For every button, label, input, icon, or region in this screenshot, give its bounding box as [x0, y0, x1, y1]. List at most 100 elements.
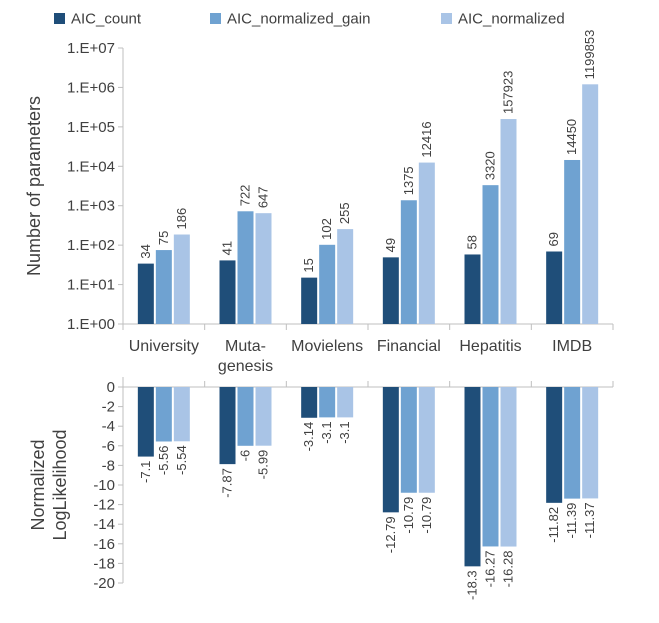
- top-bar-aic-count: [301, 277, 318, 324]
- bottom-y-tick-label: -18: [93, 555, 115, 572]
- top-data-label: 49: [383, 238, 398, 252]
- top-bar-aic-normalized: [255, 213, 272, 324]
- top-x-tick-label: IMDB: [552, 338, 592, 355]
- bottom-data-label: -5.54: [174, 445, 189, 475]
- legend-swatch-aic-normalized-gain: [210, 13, 221, 24]
- bottom-data-label: -7.1: [138, 461, 153, 483]
- bottom-y-tick-label: -16: [93, 536, 115, 553]
- top-x-tick-label-line: Hepatitis: [459, 338, 521, 355]
- top-x-tick-label-line: IMDB: [552, 338, 592, 355]
- top-x-tick-label: Movielens: [291, 338, 363, 355]
- legend-label-aic-normalized: AIC_normalized: [458, 11, 565, 28]
- top-data-label: 3320: [483, 151, 498, 180]
- top-bar-aic-count: [464, 254, 481, 324]
- bottom-y-tick-label: -20: [93, 575, 115, 592]
- legend-swatch-aic-count: [54, 13, 65, 24]
- bottom-bar-aic-count: [137, 387, 154, 457]
- top-bar-aic-normalized: [582, 84, 599, 325]
- top-bar-aic-normalized-gain: [564, 159, 581, 324]
- bottom-data-label: -11.82: [546, 507, 561, 543]
- bottom-data-label: -18.3: [465, 570, 480, 600]
- top-data-label: 41: [220, 241, 235, 255]
- top-data-label: 102: [319, 218, 334, 240]
- top-bar-aic-normalized-gain: [155, 250, 172, 324]
- bottom-data-label: -7.87: [220, 468, 235, 498]
- top-x-tick-label-line: Movielens: [291, 338, 363, 355]
- top-bar-aic-normalized: [173, 234, 190, 324]
- legend-label-aic-normalized-gain: AIC_normalized_gain: [227, 11, 370, 28]
- top-bar-aic-normalized-gain: [482, 185, 499, 324]
- top-bar-aic-normalized: [500, 119, 517, 325]
- bottom-y-tick-label: -6: [102, 438, 115, 455]
- top-bar-aic-normalized: [337, 229, 354, 324]
- bottom-bar-aic-normalized: [255, 387, 272, 446]
- top-y-tick-label: 1.E+05: [67, 119, 115, 136]
- bottom-bar-aic-normalized-gain: [155, 387, 172, 442]
- bottom-data-label: -16.27: [483, 550, 498, 587]
- bottom-y-tick-label: -2: [102, 399, 115, 416]
- top-y-tick-label: 1.E+02: [67, 237, 115, 254]
- top-y-tick-label: 1.E+03: [67, 198, 115, 215]
- bottom-y-tick-label: -12: [93, 497, 115, 514]
- top-bar-aic-count: [546, 251, 563, 324]
- top-x-tick-label-line: Muta-: [225, 338, 266, 355]
- top-y-tick-label: 1.E+06: [67, 79, 115, 96]
- bottom-y-tick-label: -4: [102, 418, 115, 435]
- bottom-data-label: -6: [238, 450, 253, 462]
- top-bar-aic-normalized-gain: [400, 200, 417, 324]
- top-x-tick-label-line: Financial: [377, 338, 441, 355]
- top-x-tick-label: Hepatitis: [459, 338, 521, 355]
- bottom-data-label: -10.79: [401, 497, 416, 534]
- bottom-bar-aic-count: [382, 387, 399, 513]
- bottom-data-label: -3.1: [337, 421, 352, 443]
- bottom-data-label: -5.56: [156, 445, 171, 475]
- bottom-y-tick-label: 0: [107, 379, 115, 396]
- bottom-bar-aic-normalized: [337, 387, 354, 418]
- top-data-label: 12416: [419, 121, 434, 157]
- bottom-y-axis-title-line: LogLikelihood: [50, 429, 70, 540]
- top-y-tick-label: 1.E+07: [67, 40, 115, 57]
- bottom-data-label: -11.37: [582, 502, 597, 538]
- top-data-label: 186: [174, 208, 189, 230]
- bottom-data-label: -3.14: [301, 422, 316, 452]
- bottom-data-label: -3.1: [319, 421, 334, 443]
- top-bar-aic-count: [382, 257, 399, 324]
- bottom-data-label: -5.99: [256, 450, 271, 480]
- legend-swatch-aic-normalized: [441, 13, 452, 24]
- top-data-label: 58: [465, 235, 480, 249]
- top-x-tick-label: Muta-genesis: [218, 338, 273, 375]
- top-x-tick-label: University: [129, 338, 199, 355]
- bottom-bar-aic-normalized: [500, 387, 517, 547]
- bottom-data-label: -10.79: [419, 497, 434, 534]
- top-bar-aic-normalized: [418, 162, 435, 324]
- top-y-tick-label: 1.E+04: [67, 158, 115, 175]
- top-x-tick-label: Financial: [377, 338, 441, 355]
- top-data-label: 1375: [401, 166, 416, 195]
- top-data-label: 255: [337, 202, 352, 224]
- top-data-label: 1199853: [582, 30, 597, 80]
- top-x-tick-label-line: University: [129, 338, 199, 355]
- top-x-tick-label-line: genesis: [218, 358, 273, 375]
- top-data-label: 157923: [501, 71, 516, 114]
- bottom-bar-aic-count: [219, 387, 236, 465]
- bottom-data-label: -16.28: [501, 551, 516, 588]
- bottom-bar-aic-normalized-gain: [319, 387, 336, 418]
- bottom-y-tick-label: -10: [93, 477, 115, 494]
- top-bar-aic-count: [137, 263, 154, 324]
- bottom-bar-aic-count: [464, 387, 481, 567]
- bottom-data-label: -12.79: [383, 516, 398, 553]
- top-bar-aic-normalized-gain: [319, 244, 336, 324]
- top-data-label: 15: [301, 258, 316, 272]
- bottom-bar-aic-normalized-gain: [564, 387, 581, 499]
- top-bar-aic-normalized-gain: [237, 211, 254, 324]
- top-y-tick-label: 1.E+00: [67, 316, 115, 333]
- top-y-tick-label: 1.E+01: [67, 277, 115, 294]
- top-data-label: 14450: [564, 119, 579, 155]
- bottom-bar-aic-normalized-gain: [237, 387, 254, 446]
- legend-label-aic-count: AIC_count: [71, 11, 142, 28]
- top-data-label: 69: [546, 232, 561, 246]
- top-data-label: 75: [156, 231, 171, 245]
- bottom-bar-aic-normalized-gain: [400, 387, 417, 493]
